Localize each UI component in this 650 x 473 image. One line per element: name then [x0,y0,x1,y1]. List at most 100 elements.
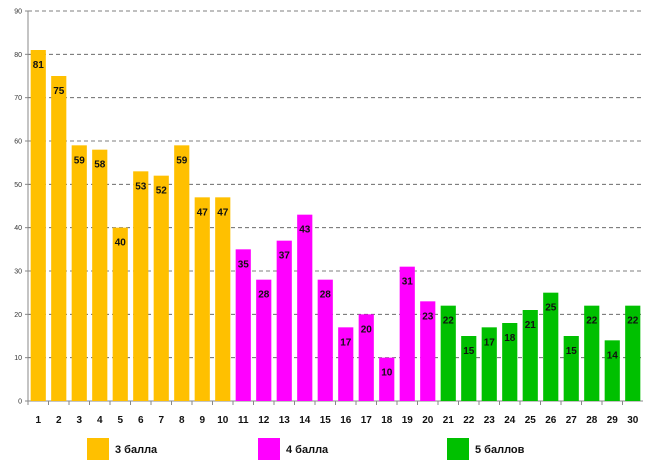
x-tick-label-10: 10 [217,415,229,426]
x-tick-label-22: 22 [463,415,475,426]
bar-25 [522,310,538,401]
data-label-7: 52 [156,186,168,197]
y-tick-label: 50 [14,182,22,189]
bar-16 [338,327,354,401]
bar-13 [276,240,292,401]
data-label-28: 22 [586,316,598,327]
data-label-14: 43 [299,225,311,236]
x-tick-label-25: 25 [525,415,537,426]
data-label-6: 53 [135,181,147,192]
data-label-24: 18 [504,333,516,344]
legend-swatch-2 [258,438,280,460]
bar-21 [440,305,456,401]
data-label-26: 25 [545,303,557,314]
bar-27 [563,336,579,401]
data-label-4: 58 [94,160,106,171]
y-tick-label: 40 [14,225,22,232]
data-label-29: 14 [607,350,619,361]
data-label-25: 21 [525,320,537,331]
bar-8 [174,145,190,401]
bar-3 [71,145,87,401]
legend-label-3: 5 баллов [475,444,525,456]
y-tick-label: 60 [14,139,22,146]
bar-1 [30,50,46,401]
data-label-2: 75 [53,86,65,97]
x-tick-label-23: 23 [484,415,496,426]
x-tick-label-6: 6 [138,415,144,426]
x-tick-label-16: 16 [340,415,352,426]
bar-7 [153,175,169,401]
data-label-13: 37 [279,251,291,262]
bar-19 [399,266,415,401]
data-label-9: 47 [197,207,209,218]
x-tick-label-19: 19 [402,415,414,426]
x-tick-label-12: 12 [258,415,270,426]
bar-23 [481,327,497,401]
bar-20 [420,301,436,401]
x-tick-label-24: 24 [504,415,516,426]
y-tick-label: 80 [14,52,22,59]
x-tick-label-30: 30 [627,415,639,426]
bar-17 [358,314,374,401]
legend-label-1: 3 балла [115,444,158,456]
data-label-23: 17 [484,337,496,348]
legend-swatch-1 [87,438,109,460]
x-tick-label-1: 1 [35,415,41,426]
bar-2 [51,76,67,401]
bar-18 [379,357,395,401]
x-tick-label-7: 7 [158,415,164,426]
x-tick-label-15: 15 [320,415,332,426]
x-tick-label-27: 27 [566,415,578,426]
bar-12 [256,279,272,401]
data-label-1: 81 [33,60,45,71]
data-label-17: 20 [361,324,373,335]
data-label-11: 35 [238,259,250,270]
x-tick-label-5: 5 [117,415,123,426]
x-tick-label-21: 21 [443,415,455,426]
bar-9 [194,197,210,401]
x-tick-label-20: 20 [422,415,434,426]
data-label-8: 59 [176,155,188,166]
y-tick-label: 70 [14,95,22,102]
bar-14 [297,214,313,401]
x-tick-label-13: 13 [279,415,291,426]
data-label-27: 15 [566,346,578,357]
bar-30 [625,305,641,401]
bar-24 [502,323,518,401]
data-label-5: 40 [115,238,127,249]
legend-label-2: 4 балла [286,444,329,456]
data-label-19: 31 [402,277,414,288]
data-label-22: 15 [463,346,475,357]
y-tick-label: 10 [14,355,22,362]
y-tick-label: 90 [14,9,22,16]
y-tick-label: 0 [18,399,22,406]
data-label-12: 28 [258,290,270,301]
bar-15 [317,279,333,401]
x-tick-label-2: 2 [56,415,62,426]
x-tick-label-9: 9 [199,415,205,426]
bar-22 [461,336,477,401]
data-label-20: 23 [422,311,434,322]
x-tick-label-11: 11 [238,415,249,426]
bar-28 [584,305,600,401]
data-label-16: 17 [340,337,352,348]
x-tick-label-26: 26 [545,415,557,426]
data-label-15: 28 [320,290,332,301]
legend-swatch-3 [447,438,469,460]
bar-4 [92,149,108,401]
y-tick-label: 30 [14,269,22,276]
data-label-21: 22 [443,316,455,327]
bar-29 [604,340,620,401]
x-tick-label-18: 18 [381,415,393,426]
data-label-30: 22 [627,316,639,327]
bar-26 [543,292,559,401]
x-tick-label-4: 4 [97,415,103,426]
x-tick-label-17: 17 [361,415,373,426]
data-label-10: 47 [217,207,229,218]
bar-11 [235,249,251,401]
y-tick-label: 20 [14,312,22,319]
x-tick-label-8: 8 [179,415,185,426]
x-tick-label-28: 28 [586,415,598,426]
bar-10 [215,197,231,401]
